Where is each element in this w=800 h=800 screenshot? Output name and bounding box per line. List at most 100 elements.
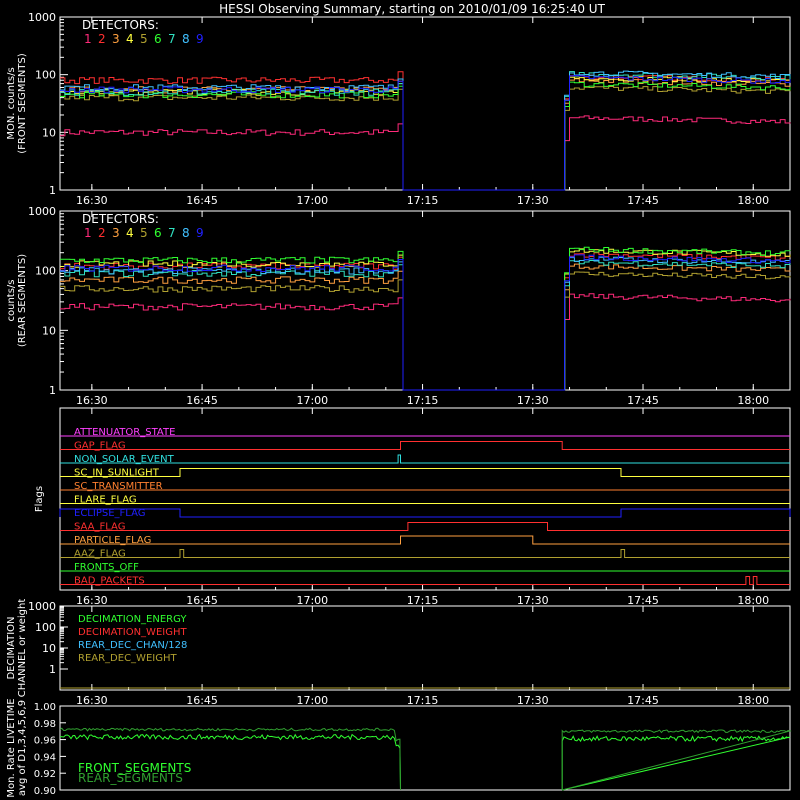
flag-label-bad_packets: BAD_PACKETS xyxy=(74,576,145,587)
rear-legend-label-1: 1 xyxy=(84,226,92,240)
front-series-line-9 xyxy=(60,75,791,191)
rear-ytick-label-3: 1 xyxy=(49,384,56,397)
flags-xtick-label-5: 17:45 xyxy=(627,594,659,607)
flags-xtick-label-2: 17:00 xyxy=(296,594,328,607)
figure-title: HESSI Observing Summary, starting on 201… xyxy=(219,2,605,16)
rear-ytick-label-2: 10 xyxy=(42,324,56,337)
livetime-line-front_segments-1 xyxy=(561,735,791,791)
front-series-line-7 xyxy=(60,71,791,191)
front-legend-label-6: 6 xyxy=(154,32,162,46)
rear-series-line-6 xyxy=(60,246,791,391)
rear-series-line-8 xyxy=(60,256,791,391)
livetime-legend-rear_segments: REAR_SEGMENTS xyxy=(78,771,183,785)
decimation-ytick-label-2: 10 xyxy=(42,642,56,655)
rear-series-line-7 xyxy=(60,259,791,391)
livetime-panel-frame xyxy=(59,705,791,791)
front-xtick-label-2: 17:00 xyxy=(296,194,328,207)
flag-label-flare_flag: FLARE_FLAG xyxy=(74,495,137,506)
front-legend-label-5: 5 xyxy=(140,32,148,46)
rear-legend-label-3: 3 xyxy=(112,226,120,240)
decimation-xtick-label-5: 17:45 xyxy=(627,694,659,707)
front-ylabel-1: (FRONT SEGMENTS) xyxy=(17,53,28,154)
flag-label-aaz_flag: AAZ_FLAG xyxy=(74,549,126,560)
front-ylabel-0: MON. counts/s xyxy=(6,67,17,139)
livetime-line-rear_segments-1 xyxy=(561,729,792,791)
decimation-xtick-label-6: 18:00 xyxy=(737,694,769,707)
flag-label-particle_flag: PARTICLE_FLAG xyxy=(74,535,151,546)
flags-xtick-label-4: 17:30 xyxy=(517,594,549,607)
flag-label-non_solar_event: NON_SOLAR_EVENT xyxy=(74,454,175,465)
rear-legend-label-8: 8 xyxy=(182,226,190,240)
decimation-ylabel-0: DECIMATION xyxy=(6,616,17,679)
front-legend-label-1: 1 xyxy=(84,32,92,46)
livetime-ytick-label-0: 1.00 xyxy=(34,702,56,713)
front-legend-label-8: 8 xyxy=(182,32,190,46)
flags-xtick-label-1: 16:45 xyxy=(186,594,218,607)
front-ytick-label-3: 1 xyxy=(49,184,56,197)
rear-legend-label-5: 5 xyxy=(140,226,148,240)
rear-legend-label-9: 9 xyxy=(196,226,204,240)
flag-label-attenuator_state: ATTENUATOR_STATE xyxy=(74,427,175,438)
rear-xtick-label-0: 16:30 xyxy=(76,394,108,407)
livetime-ylabel-0: Mon. Rate LIVETIME xyxy=(6,698,17,797)
front-series-line-6 xyxy=(60,81,791,191)
rear-ylabel-1: (REAR SEGMENTS) xyxy=(17,254,28,347)
rear-series-line-4 xyxy=(60,248,791,391)
front-ytick-label-0: 1000 xyxy=(28,11,56,24)
rear-legend-label-6: 6 xyxy=(154,226,162,240)
rear-xtick-label-3: 17:15 xyxy=(407,394,439,407)
rear-xtick-label-4: 17:30 xyxy=(517,394,549,407)
front-legend-label-3: 3 xyxy=(112,32,120,46)
front-series-line-5 xyxy=(60,86,791,191)
front-xtick-label-5: 17:45 xyxy=(627,194,659,207)
front-xtick-label-0: 16:30 xyxy=(76,194,108,207)
flags-ylabel: Flags xyxy=(34,486,45,512)
flag-label-sc_in_sunlight: SC_IN_SUNLIGHT xyxy=(74,468,160,479)
livetime-ytick-label-4: 0.92 xyxy=(34,769,56,780)
front-xtick-label-1: 16:45 xyxy=(186,194,218,207)
flag-line-saa_flag xyxy=(60,522,790,531)
decimation-ytick-label-3: 1 xyxy=(49,663,56,676)
front-legend-label-7: 7 xyxy=(168,32,176,46)
flag-label-eclipse_flag: ECLIPSE_FLAG xyxy=(74,508,145,519)
livetime-ylabel-1: avg of D1,3,4,5,6,9 xyxy=(17,700,28,796)
flags-panel-frame xyxy=(59,407,791,591)
flag-line-gap_flag xyxy=(60,441,790,450)
flag-label-saa_flag: SAA_FLAG xyxy=(74,522,125,533)
flags-xtick-label-3: 17:15 xyxy=(407,594,439,607)
rear-legend-title: DETECTORS: xyxy=(82,212,159,226)
rear-series-line-5 xyxy=(60,271,791,391)
flag-label-fronts_off: FRONTS_OFF xyxy=(74,562,139,573)
livetime-line-front_segments-0 xyxy=(59,733,401,791)
rear-xtick-label-2: 17:00 xyxy=(296,394,328,407)
front-ytick-label-1: 100 xyxy=(35,69,56,82)
livetime-legend-front_segments: FRONT_SEGMENTS xyxy=(78,761,191,775)
rear-series-line-1 xyxy=(60,293,791,391)
decimation-legend-3: REAR_DEC_WEIGHT xyxy=(78,653,177,664)
flag-line-aaz_flag xyxy=(60,549,790,558)
decimation-xtick-label-3: 17:15 xyxy=(407,694,439,707)
rear-ytick-label-0: 1000 xyxy=(28,205,56,218)
decimation-legend-2: REAR_DEC_CHAN/128 xyxy=(78,640,187,651)
flags-xtick-label-0: 16:30 xyxy=(76,594,108,607)
rear-xtick-label-6: 18:00 xyxy=(737,394,769,407)
flag-line-non_solar_event xyxy=(60,454,790,464)
livetime-ytick-label-5: 0.90 xyxy=(34,786,56,797)
rear-legend-label-4: 4 xyxy=(126,226,134,240)
decimation-xtick-label-1: 16:45 xyxy=(186,694,218,707)
livetime-ytick-label-2: 0.96 xyxy=(34,736,56,747)
decimation-ylabel-1: CHANNEL or weight xyxy=(17,599,28,698)
rear-legend-label-7: 7 xyxy=(168,226,176,240)
decimation-ytick-label-0: 1000 xyxy=(28,600,56,613)
flag-line-particle_flag xyxy=(60,535,790,545)
front-series-line-2 xyxy=(60,71,790,191)
rear-legend-label-2: 2 xyxy=(98,226,106,240)
flag-line-eclipse_flag xyxy=(59,508,791,518)
front-legend-label-4: 4 xyxy=(126,32,134,46)
front-legend-title: DETECTORS: xyxy=(82,18,159,32)
decimation-legend-1: DECIMATION_WEIGHT xyxy=(78,627,187,638)
rear-xtick-label-1: 16:45 xyxy=(186,394,218,407)
rear-ytick-label-1: 100 xyxy=(35,265,56,278)
front-legend-label-9: 9 xyxy=(196,32,204,46)
